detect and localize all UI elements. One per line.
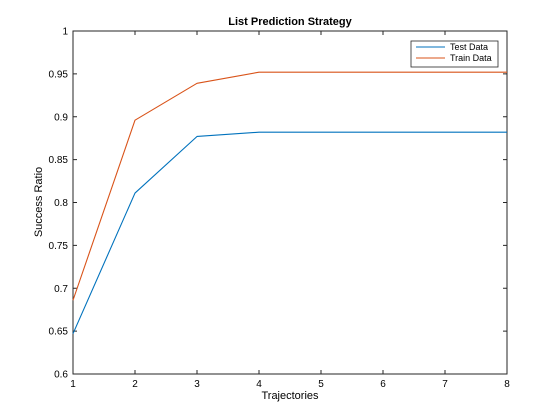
plot-area [73, 31, 507, 374]
x-tick-label: 7 [442, 379, 448, 390]
legend-label-test-data: Test Data [450, 42, 488, 52]
y-tick-label: 0.95 [49, 69, 69, 80]
y-tick-label: 0.85 [49, 155, 69, 166]
x-axis-label: Trajectories [261, 390, 319, 402]
y-tick-label: 0.65 [49, 327, 69, 338]
x-tick-label: 1 [70, 379, 76, 390]
x-tick-label: 8 [504, 379, 510, 390]
y-axis-label: Success Ratio [33, 167, 45, 237]
x-tick-label: 4 [256, 379, 262, 390]
y-tick-label: 0.6 [54, 370, 68, 381]
y-tick-label: 0.8 [54, 198, 68, 209]
legend: Test Data Train Data [411, 41, 498, 67]
y-tick-label: 0.75 [49, 241, 69, 252]
x-tick-label: 6 [380, 379, 386, 390]
legend-label-train-data: Train Data [450, 53, 492, 63]
y-tick-label: 1 [62, 27, 68, 38]
y-tick-label: 0.9 [54, 112, 68, 123]
x-tick-label: 5 [318, 379, 324, 390]
x-tick-label: 3 [194, 379, 200, 390]
chart-title: List Prediction Strategy [228, 16, 352, 28]
y-tick-label: 0.7 [54, 284, 68, 295]
x-tick-label: 2 [132, 379, 138, 390]
